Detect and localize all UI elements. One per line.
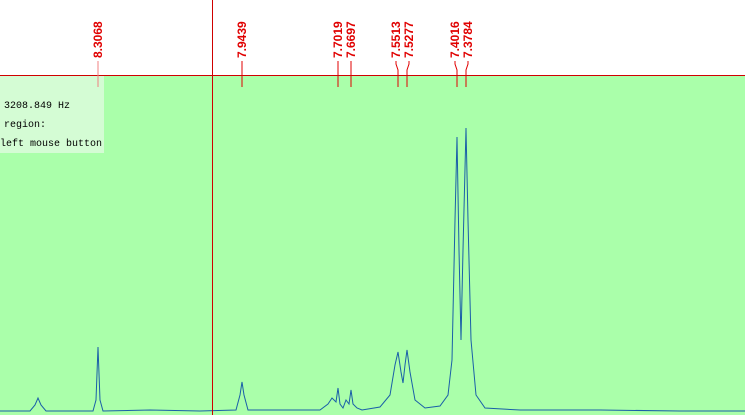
info-box	[0, 76, 104, 153]
peak-label[interactable]: 7.6697	[344, 21, 358, 58]
info-line: 3208.849 Hz	[4, 101, 70, 112]
peak-label[interactable]: 8.3068	[91, 21, 105, 58]
peak-connector	[465, 61, 469, 87]
info-text: 3208.849 Hz region: left mouse button	[0, 101, 102, 150]
peak-connector	[395, 61, 399, 87]
plot-area	[0, 75, 745, 415]
peak-labels: 8.3068 7.9439 7.7019 7.6697 7.5513 7.5277 7.40…	[91, 21, 475, 87]
peak-connector	[406, 61, 410, 87]
peak-connector	[454, 61, 458, 87]
info-line: region:	[4, 119, 46, 131]
spectrum-trace	[0, 127, 745, 412]
peak-label[interactable]: 7.5513	[389, 21, 403, 58]
peak-label[interactable]: 7.5277	[402, 21, 416, 58]
label-band	[0, 0, 745, 75]
peak-label[interactable]: 7.7019	[331, 21, 345, 58]
peak-label[interactable]: 7.4016	[448, 21, 462, 58]
info-line: left mouse button	[0, 138, 102, 150]
peak-label[interactable]: 7.3784	[461, 21, 475, 58]
peak-label[interactable]: 7.9439	[235, 21, 249, 58]
